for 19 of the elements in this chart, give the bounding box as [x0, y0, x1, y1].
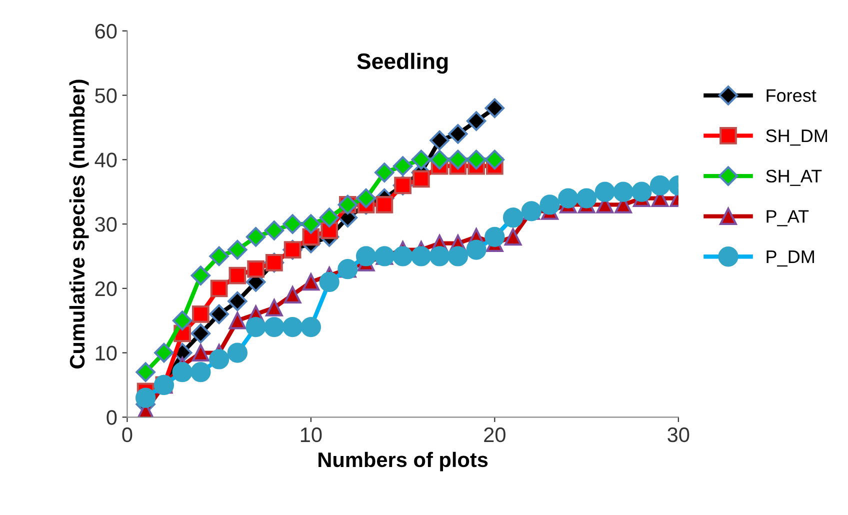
y-tick-label: 50 [95, 88, 117, 104]
x-tick-label: 20 [484, 427, 506, 442]
x-tick-label: 0 [122, 427, 132, 442]
y-tick-label: 20 [95, 281, 117, 296]
y-tick-label: 0 [106, 410, 117, 425]
y-tick-label: 10 [96, 346, 117, 361]
text: Seedling [357, 52, 448, 74]
legend-label: P_DM [766, 250, 814, 267]
x-tick-label: 10 [300, 427, 322, 442]
legend-label: SH_DM [766, 129, 827, 146]
x-tick-label: 30 [668, 427, 690, 442]
legend-label: Forest [766, 89, 816, 102]
y-tick-label: 60 [95, 24, 117, 39]
legend-label: P_AT [766, 210, 809, 226]
y-tick-label: 40 [94, 152, 117, 168]
y-tick-label: 30 [95, 217, 117, 232]
x-axis-title: Numbers of plots [318, 452, 488, 472]
y-axis-title: Cumulative species (number) [69, 80, 89, 368]
legend-label: SH_AT [766, 170, 822, 186]
